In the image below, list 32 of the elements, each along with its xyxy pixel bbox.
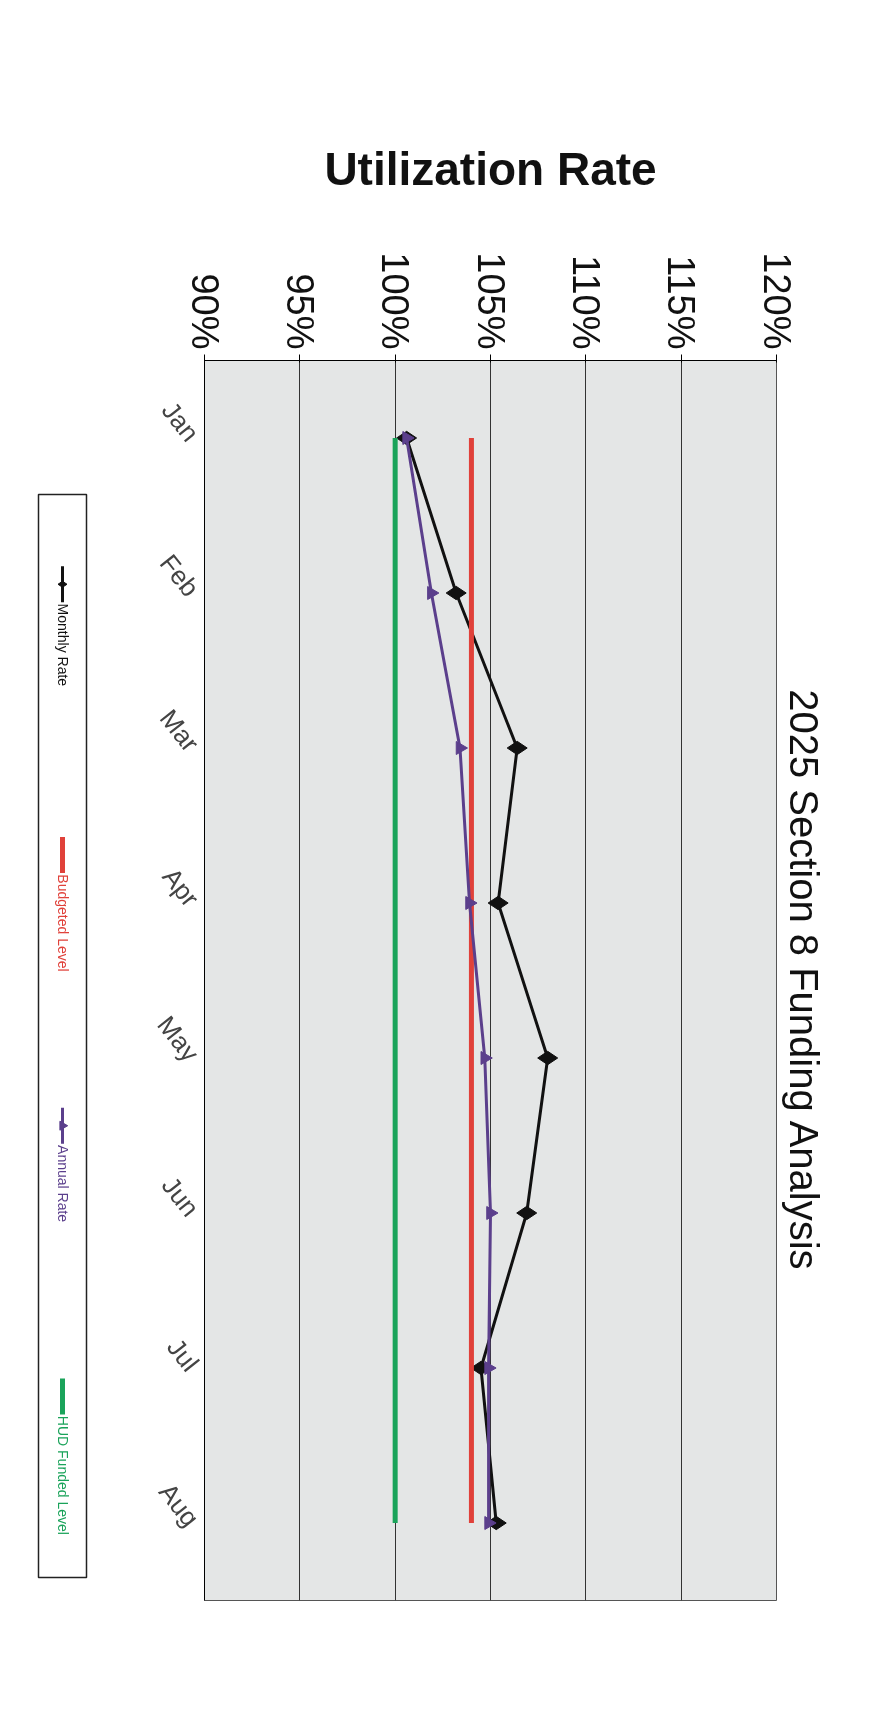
y-tick-label: Apr <box>156 861 206 913</box>
x-tick-label: 115% <box>660 255 703 350</box>
x-tick-label: 105% <box>469 252 512 350</box>
point <box>484 1361 497 1375</box>
point <box>516 1205 538 1221</box>
legend-label: Monthly Rate <box>54 603 71 687</box>
point <box>455 741 468 755</box>
y-tick-label: Feb <box>153 548 206 603</box>
x-tick-label: 95% <box>278 273 321 350</box>
point <box>465 896 478 910</box>
point <box>506 740 528 756</box>
y-tick-label: Mar <box>153 703 206 758</box>
legend-label: Annual Rate <box>54 1145 71 1223</box>
y-tick-label: Aug <box>152 1477 206 1533</box>
y-tick-label: Jun <box>155 1170 206 1223</box>
x-tick-label: 90% <box>183 273 226 350</box>
chart-title: Utilization Rate <box>324 142 657 195</box>
x-tick-label: 100% <box>374 252 417 350</box>
point <box>537 1050 559 1066</box>
text: Budgeted Level <box>54 874 71 972</box>
point <box>487 895 509 911</box>
point <box>480 1051 493 1065</box>
text: 2025 Section 8 Funding Analysis <box>781 689 826 1270</box>
point <box>445 585 467 601</box>
x-tick-label: 120% <box>755 252 798 350</box>
point <box>427 586 440 600</box>
y-tick-label: Jan <box>155 395 206 448</box>
y-tick-label: Jul <box>161 1332 206 1378</box>
point <box>484 1516 497 1530</box>
text: HUD Funded Level <box>54 1415 71 1535</box>
point <box>486 1206 499 1220</box>
x-tick-label: 110% <box>564 255 607 350</box>
